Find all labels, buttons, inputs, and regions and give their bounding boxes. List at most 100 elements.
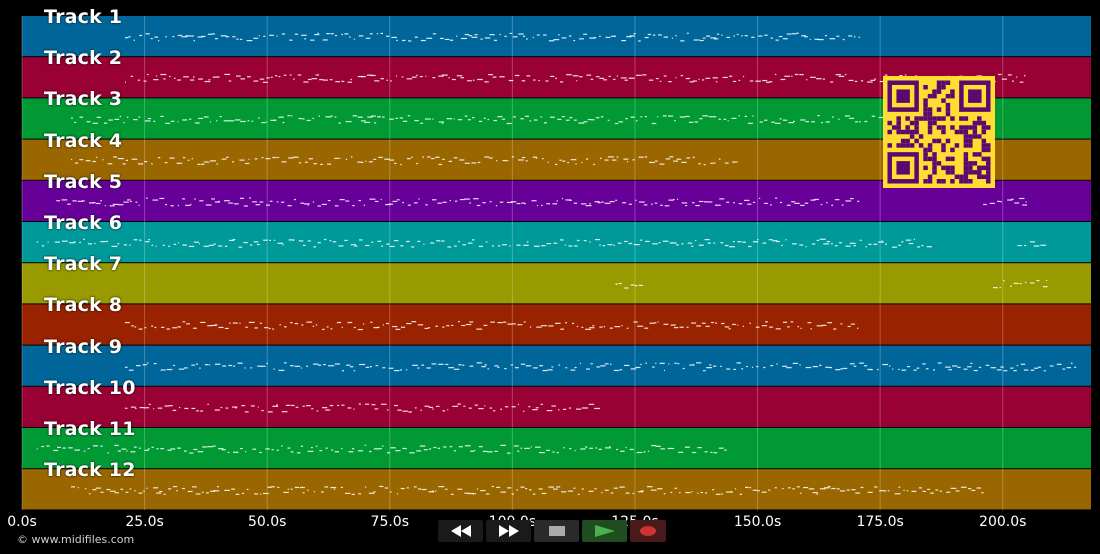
note	[552, 488, 558, 490]
note	[191, 364, 195, 366]
note	[581, 488, 584, 490]
note	[290, 488, 293, 490]
fast-forward-button[interactable]	[486, 520, 531, 542]
note	[530, 446, 532, 448]
note	[816, 78, 822, 80]
note	[425, 204, 428, 206]
note	[885, 243, 887, 245]
note	[547, 161, 549, 163]
note	[799, 244, 804, 246]
note	[500, 444, 506, 446]
note	[614, 122, 619, 125]
note	[77, 200, 83, 202]
stop-button[interactable]	[534, 520, 579, 542]
note	[870, 79, 876, 81]
note	[438, 121, 445, 123]
note	[119, 115, 121, 118]
note	[764, 119, 768, 121]
record-button[interactable]	[630, 520, 666, 542]
note	[499, 76, 504, 78]
note	[840, 323, 843, 325]
track-lane	[22, 345, 1091, 386]
note	[933, 369, 935, 371]
note	[438, 363, 444, 365]
note	[414, 120, 419, 122]
note	[715, 81, 718, 83]
note	[172, 35, 175, 38]
note	[278, 76, 281, 78]
note	[476, 204, 481, 207]
note	[882, 363, 889, 366]
note	[400, 326, 406, 328]
note	[755, 326, 760, 328]
note	[469, 202, 471, 204]
note	[177, 121, 179, 123]
note	[864, 120, 868, 123]
note	[471, 239, 475, 241]
note	[513, 116, 516, 118]
note	[424, 327, 429, 330]
note	[113, 156, 118, 158]
note	[500, 491, 507, 493]
note	[258, 117, 260, 119]
note	[424, 405, 430, 407]
note	[266, 77, 270, 79]
note	[365, 160, 367, 162]
note	[133, 446, 137, 448]
note	[169, 157, 175, 159]
note	[633, 321, 638, 323]
note	[458, 321, 460, 323]
note	[946, 491, 951, 493]
track-label: Track 7	[44, 253, 123, 276]
note	[483, 117, 486, 119]
note	[487, 368, 490, 370]
note	[233, 451, 239, 453]
note	[911, 490, 917, 492]
note	[860, 486, 864, 489]
note	[844, 73, 847, 76]
note	[470, 450, 475, 452]
note	[255, 204, 261, 206]
note	[209, 490, 216, 492]
note	[129, 244, 131, 246]
note	[326, 33, 330, 35]
note	[153, 408, 155, 410]
note	[1007, 199, 1013, 201]
note	[440, 37, 444, 40]
qr-code-image[interactable]	[883, 76, 995, 188]
note	[237, 362, 243, 364]
note	[512, 36, 518, 38]
note	[535, 446, 541, 448]
note	[338, 245, 344, 247]
note	[605, 36, 611, 39]
note	[669, 156, 674, 158]
note	[168, 245, 171, 247]
rewind-button[interactable]	[438, 520, 483, 542]
note	[532, 156, 537, 158]
note	[926, 246, 932, 248]
note	[395, 450, 401, 452]
note	[628, 242, 633, 245]
note	[164, 162, 168, 164]
note	[94, 242, 96, 245]
note	[829, 38, 836, 40]
note	[295, 406, 299, 408]
note	[791, 33, 797, 35]
play-button[interactable]	[582, 520, 627, 542]
note	[637, 325, 644, 327]
note	[311, 78, 318, 80]
note	[219, 115, 222, 118]
note	[278, 116, 284, 118]
note	[817, 115, 820, 117]
note	[819, 488, 826, 490]
note	[973, 369, 978, 372]
note	[808, 488, 815, 490]
note	[317, 364, 322, 366]
note	[267, 411, 273, 413]
note	[721, 493, 723, 495]
note	[220, 406, 223, 409]
note	[183, 76, 189, 78]
note	[801, 35, 806, 37]
note	[247, 120, 250, 122]
note	[551, 405, 556, 407]
